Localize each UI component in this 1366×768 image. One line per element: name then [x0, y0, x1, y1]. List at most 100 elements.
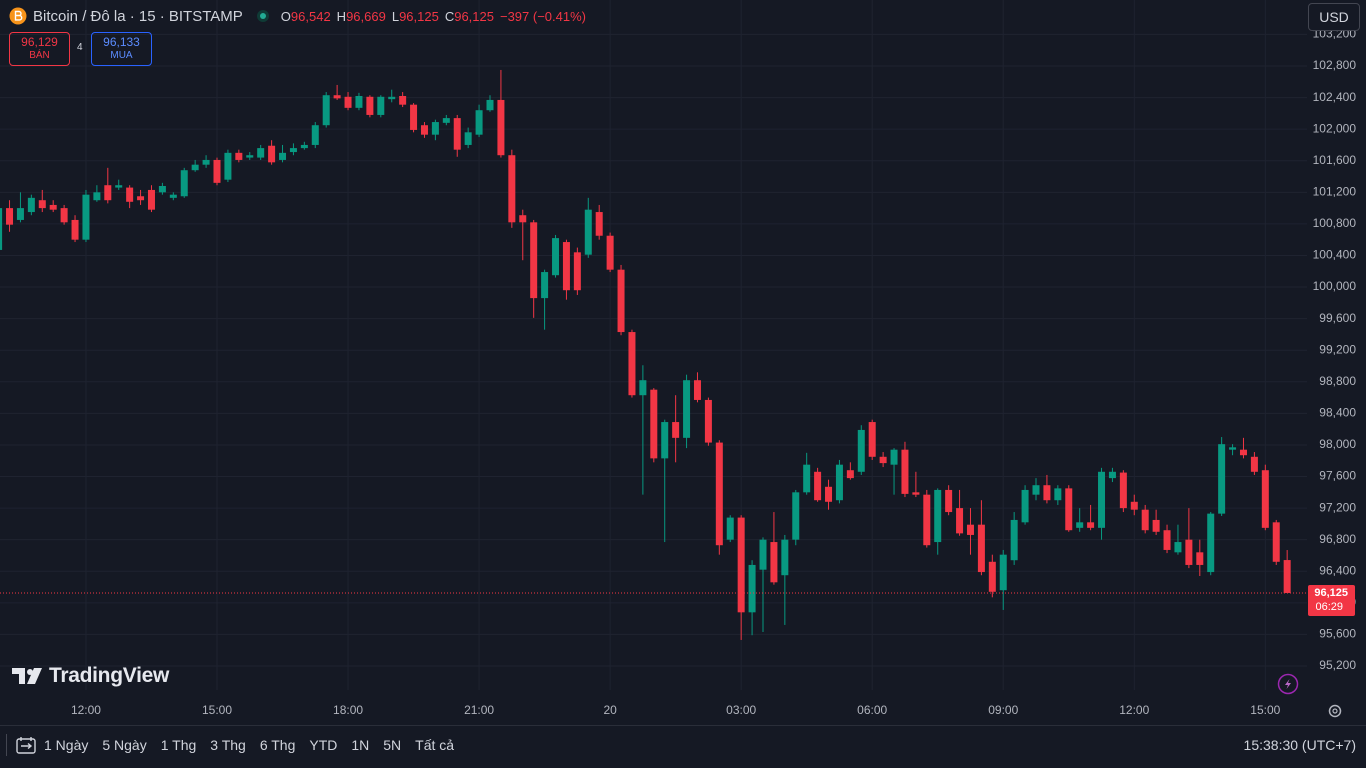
countdown-label: 06:29 [1315, 601, 1343, 613]
ohlc-key: O [280, 8, 291, 24]
candle-body [704, 399, 712, 443]
y-tick-label: 100,800 [1313, 216, 1357, 230]
candle-body [923, 494, 931, 546]
candle-body [399, 96, 407, 105]
candle-body [27, 197, 35, 213]
ohlc-value: 96,542 [290, 8, 331, 24]
candle-body [737, 517, 745, 613]
y-tick-label: 100,400 [1313, 248, 1357, 262]
candle-body [781, 539, 789, 576]
ohlc-item: H96,669 [337, 9, 386, 24]
candle-body [1032, 485, 1040, 495]
range-button[interactable]: 3 Thg [210, 737, 246, 753]
x-tick-label: 12:00 [1119, 703, 1149, 717]
y-tick-label: 102,400 [1313, 90, 1357, 104]
range-button[interactable]: 1N [351, 737, 370, 753]
candle-body [1174, 542, 1182, 553]
candle-body [1239, 449, 1247, 456]
alert-ring[interactable] [1277, 673, 1299, 695]
candles [0, 69, 1291, 640]
y-tick-label: 98,000 [1319, 437, 1356, 451]
ohlc-values: O96,542 H96,669 L96,125 C96,125 [281, 9, 500, 24]
candle-body [377, 96, 385, 115]
candle-body [835, 464, 843, 501]
candle-body [1076, 522, 1084, 528]
range-button[interactable]: YTD [309, 737, 338, 753]
y-tick-label: 98,800 [1319, 374, 1356, 388]
y-tick-label: 97,200 [1319, 500, 1356, 514]
candle-body [934, 489, 942, 543]
candle-body [279, 152, 287, 160]
candle-body [530, 222, 538, 299]
candle-body [1141, 509, 1149, 531]
candle-body [1043, 485, 1051, 501]
candle-body [344, 96, 352, 108]
candle-body [584, 209, 592, 255]
candle-body [999, 554, 1007, 591]
candle-body [1207, 513, 1215, 573]
candle-body [901, 449, 909, 494]
candle-body [475, 110, 483, 135]
candle-body [38, 200, 46, 209]
compare-dates-button[interactable] [15, 735, 37, 755]
calendar-arrow[interactable] [20, 737, 33, 750]
calendar-icon[interactable] [15, 735, 37, 755]
range-button[interactable]: 1 Thg [160, 737, 197, 753]
candle-body [879, 456, 887, 464]
candle-body [661, 422, 669, 459]
calendar-frame[interactable] [16, 738, 36, 754]
symbol-name[interactable]: Bitcoin / Đô la · 15 · BITSTAMP [33, 7, 243, 25]
clock[interactable]: 15:38:30 (UTC+7) [1243, 737, 1356, 753]
candle-body [366, 96, 374, 115]
candle-body [857, 429, 865, 472]
range-button[interactable]: 5N [383, 737, 402, 753]
candle-body [180, 170, 188, 197]
candle-body [126, 187, 134, 202]
market-status[interactable] [256, 10, 269, 22]
settings-gear-hub[interactable] [1332, 708, 1338, 714]
buy-price[interactable]: 96,133 [103, 35, 140, 49]
candle-body [235, 152, 243, 160]
candle-body [508, 155, 516, 223]
candle-body [693, 380, 701, 400]
candle-body [1229, 447, 1237, 450]
ohlc-value: 96,125 [399, 8, 439, 24]
candle-body [49, 204, 57, 210]
range-button[interactable]: Tất cả [415, 737, 455, 753]
y-tick-label: 102,000 [1313, 121, 1357, 135]
candle-body [322, 95, 330, 126]
price-change: −397 (−0.41%) [499, 8, 586, 24]
buy-label[interactable]: MUA [110, 50, 133, 61]
settings-gear[interactable] [1328, 704, 1342, 718]
candle-body [246, 155, 254, 158]
candle-body [541, 272, 549, 299]
settings-icon[interactable] [1328, 704, 1342, 718]
candle-body [552, 238, 560, 276]
candle-body [60, 208, 68, 223]
currency-button[interactable]: USD [1308, 3, 1360, 31]
candle-body [453, 118, 461, 150]
candle-body [966, 524, 974, 535]
buy-button[interactable]: 96,133 MUA [91, 32, 152, 66]
range-button[interactable]: 1 Ngày [44, 737, 89, 753]
range-button[interactable]: 5 Ngày [102, 737, 147, 753]
range-button[interactable]: 6 Thg [259, 737, 296, 753]
candle-body [497, 99, 505, 156]
candle-body [1087, 522, 1095, 528]
sell-button[interactable]: 96,129 BÁN [9, 32, 70, 66]
candle-body [846, 470, 854, 479]
alert-icon[interactable] [1277, 673, 1299, 695]
candle-body [355, 96, 363, 108]
sell-label[interactable]: BÁN [29, 50, 50, 61]
x-tick-label: 12:00 [71, 703, 101, 717]
candle-body [792, 492, 800, 540]
candle-body [868, 422, 876, 457]
candle-body [1185, 539, 1193, 565]
candle-body [770, 542, 778, 583]
sell-price[interactable]: 96,129 [21, 35, 58, 49]
toolbar-separator [6, 734, 7, 756]
candle-body [257, 148, 265, 158]
y-tick-label: 100,000 [1313, 279, 1357, 293]
candle-body [1272, 522, 1280, 562]
alert-bolt[interactable] [1285, 679, 1291, 689]
